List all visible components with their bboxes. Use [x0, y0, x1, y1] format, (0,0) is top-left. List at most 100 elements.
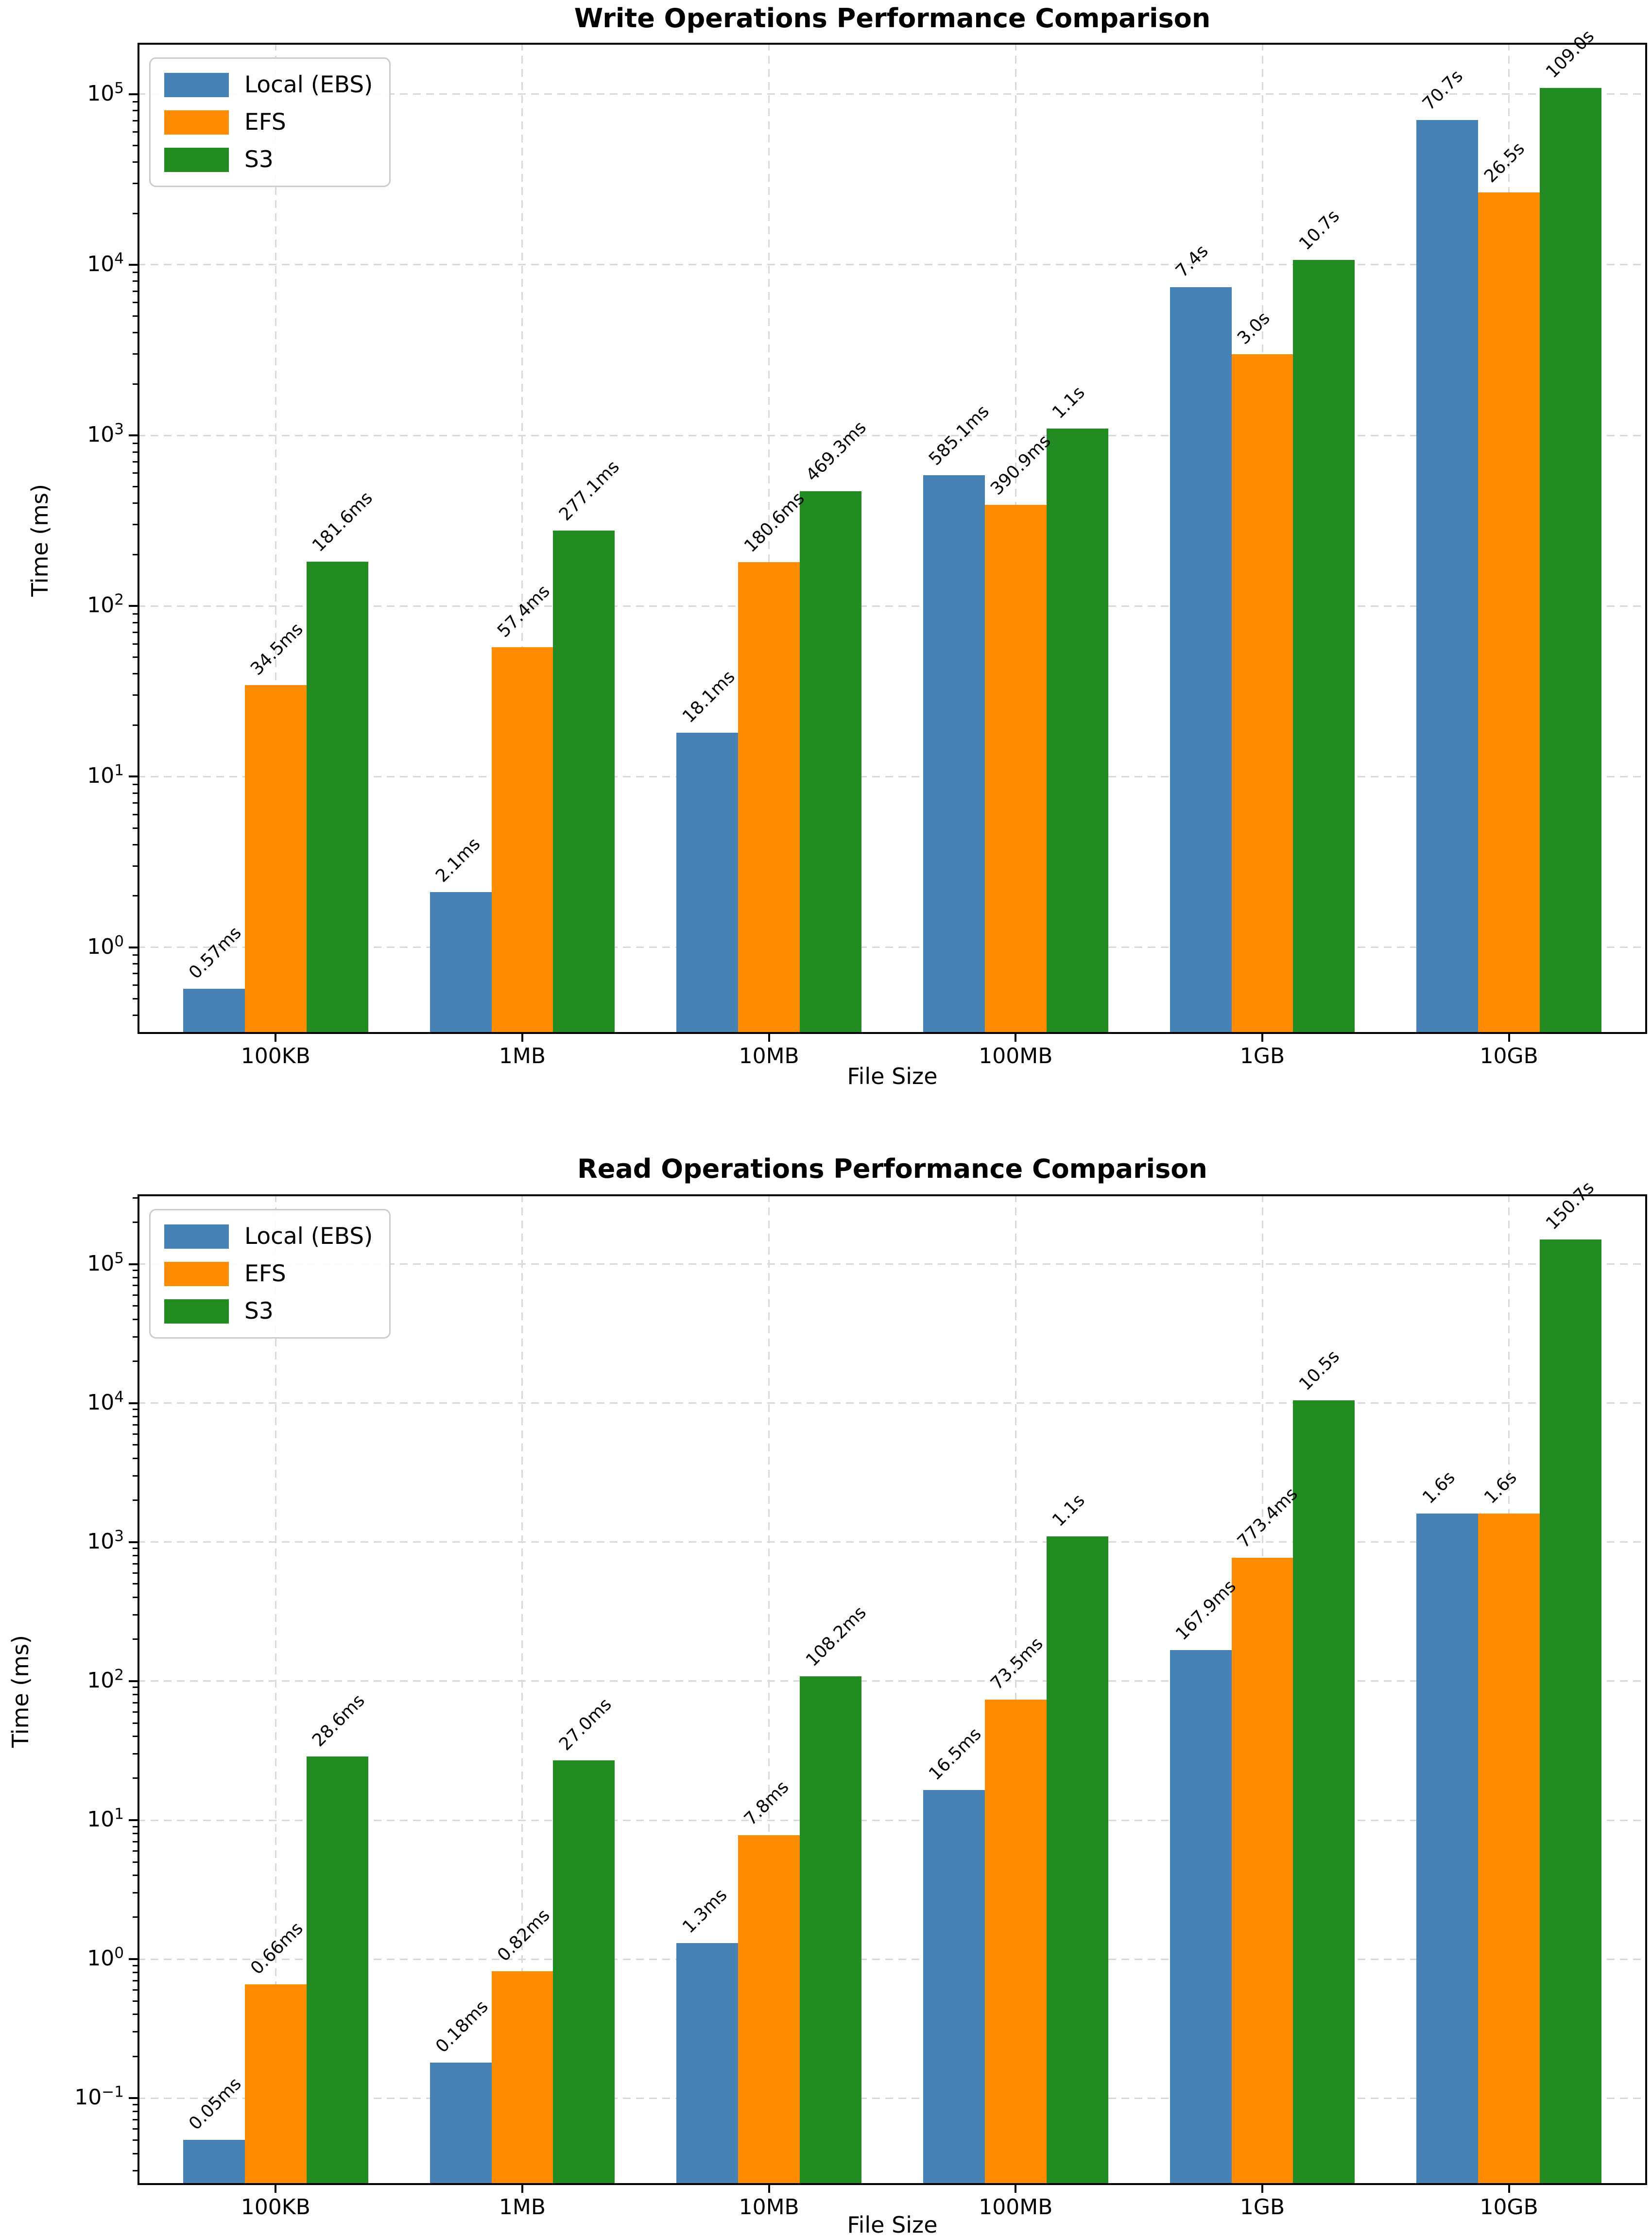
read-grid-hline	[138, 1958, 1647, 1960]
read-y-minor-tick	[133, 1638, 138, 1640]
write-bar-s3	[1293, 259, 1355, 1034]
read-y-minor-tick	[133, 1415, 138, 1417]
read-x-tick-label-1gb: 1GB	[1239, 2195, 1285, 2220]
write-y-minor-tick	[133, 632, 138, 634]
write-bar-local-ebs	[183, 989, 245, 1034]
write-x-major-tick	[521, 1034, 523, 1042]
write-y-tick-exponent: 2	[114, 591, 124, 609]
read-y-major-tick	[129, 1958, 138, 1961]
write-grid-hline	[138, 434, 1647, 436]
write-y-tick-base: 10	[87, 763, 115, 789]
read-y-tick-base: 10	[87, 1946, 115, 1971]
read-y-tick-exponent: 2	[114, 1666, 124, 1684]
write-grid-hline	[138, 947, 1647, 948]
write-y-minor-tick	[133, 280, 138, 282]
write-x-tick-label-100mb: 100MB	[979, 1044, 1053, 1068]
read-grid-vline	[768, 1194, 770, 2185]
read-bar-value-label: 108.2ms	[802, 1602, 870, 1671]
write-bar-s3	[1046, 428, 1108, 1034]
read-y-minor-tick	[133, 1711, 138, 1713]
read-bar-value-label: 1.6s	[1418, 1467, 1459, 1508]
write-y-minor-tick	[133, 865, 138, 867]
write-y-major-tick	[129, 775, 138, 778]
write-legend-label: S3	[244, 146, 274, 173]
s3-legend-swatch	[164, 1299, 229, 1324]
write-bar-local-ebs	[676, 732, 739, 1034]
read-y-minor-tick	[133, 1989, 138, 1991]
write-legend-label: EFS	[244, 109, 286, 136]
write-legend-row: EFS	[164, 109, 373, 136]
read-legend-row: Local (EBS)	[164, 1223, 373, 1250]
read-y-tick-base: 10	[87, 1390, 115, 1415]
read-y-minor-tick	[133, 1424, 138, 1426]
write-bar-value-label: 57.4ms	[493, 581, 554, 641]
read-y-tick-base: 10	[87, 1807, 115, 1832]
read-y-minor-tick	[133, 1597, 138, 1599]
read-y-tick-base: 10	[87, 1251, 115, 1276]
read-legend-label: EFS	[244, 1260, 286, 1287]
read-chart-title: Read Operations Performance Comparison	[577, 1153, 1207, 1184]
read-y-minor-tick	[133, 1722, 138, 1724]
read-x-major-tick	[1261, 2185, 1264, 2193]
write-y-tick-label: 105	[0, 81, 124, 106]
read-y-minor-tick	[133, 1694, 138, 1696]
write-x-major-tick	[768, 1034, 770, 1042]
write-y-tick-label: 102	[0, 591, 124, 618]
write-y-tick-exponent: 4	[114, 250, 124, 268]
read-bar-local-ebs	[430, 2063, 492, 2185]
read-y-minor-tick	[133, 1336, 138, 1338]
read-bar-s3	[1293, 1400, 1355, 2185]
read-bar-efs	[491, 1971, 553, 2185]
read-bar-value-label: 0.18ms	[432, 1997, 492, 2057]
write-y-tick-label: 104	[0, 250, 124, 277]
read-chart-x-axis-label: File Size	[847, 2212, 938, 2238]
read-y-minor-tick	[133, 2152, 138, 2154]
read-grid-hline	[138, 1680, 1647, 1682]
read-grid-hline	[138, 1263, 1647, 1265]
read-bar-value-label: 0.05ms	[185, 2074, 246, 2135]
read-bar-value-label: 28.6ms	[309, 1690, 369, 1751]
write-legend-row: S3	[164, 146, 373, 173]
read-bar-efs	[1478, 1514, 1540, 2185]
write-y-minor-tick	[133, 302, 138, 304]
write-grid-vline	[521, 43, 523, 1034]
write-x-tick-label-1mb: 1MB	[499, 1044, 546, 1068]
write-chart-title: Write Operations Performance Comparison	[574, 3, 1211, 34]
read-bar-value-label: 27.0ms	[555, 1694, 616, 1755]
write-legend-label: Local (EBS)	[244, 71, 373, 98]
write-y-minor-tick	[133, 332, 138, 334]
write-y-tick-exponent: 3	[114, 420, 124, 438]
write-y-minor-tick	[133, 613, 138, 615]
write-grid-hline	[138, 264, 1647, 266]
read-y-minor-tick	[133, 2055, 138, 2057]
read-y-minor-tick	[133, 1458, 138, 1460]
read-grid-hline	[138, 1402, 1647, 1404]
read-bar-efs	[1231, 1557, 1293, 2185]
read-bar-s3	[553, 1760, 615, 2185]
read-y-minor-tick	[133, 1555, 138, 1557]
read-y-minor-tick	[133, 1736, 138, 1738]
read-bar-value-label: 150.7s	[1542, 1177, 1598, 1234]
read-y-minor-tick	[133, 1753, 138, 1755]
write-x-major-tick	[275, 1034, 277, 1042]
write-x-major-tick	[1508, 1034, 1510, 1042]
write-bar-s3	[306, 562, 368, 1034]
write-x-tick-label-10gb: 10GB	[1480, 1044, 1538, 1068]
write-y-minor-tick	[133, 813, 138, 815]
write-bar-local-ebs	[1416, 120, 1479, 1034]
read-y-tick-base: 10	[74, 2085, 102, 2110]
read-grid-vline	[1015, 1194, 1016, 2185]
read-x-major-tick	[275, 2185, 277, 2193]
write-y-minor-tick	[133, 315, 138, 317]
read-bar-value-label: 1.1s	[1049, 1490, 1089, 1531]
read-y-minor-tick	[133, 1583, 138, 1585]
read-y-minor-tick	[133, 2014, 138, 2015]
write-x-major-tick	[1015, 1034, 1017, 1042]
read-y-minor-tick	[133, 1972, 138, 1974]
write-y-minor-tick	[133, 827, 138, 829]
write-y-minor-tick	[133, 353, 138, 355]
write-legend: Local (EBS) EFS S3	[149, 57, 391, 187]
read-y-tick-label: 103	[0, 1529, 124, 1554]
write-bar-efs	[984, 505, 1047, 1034]
